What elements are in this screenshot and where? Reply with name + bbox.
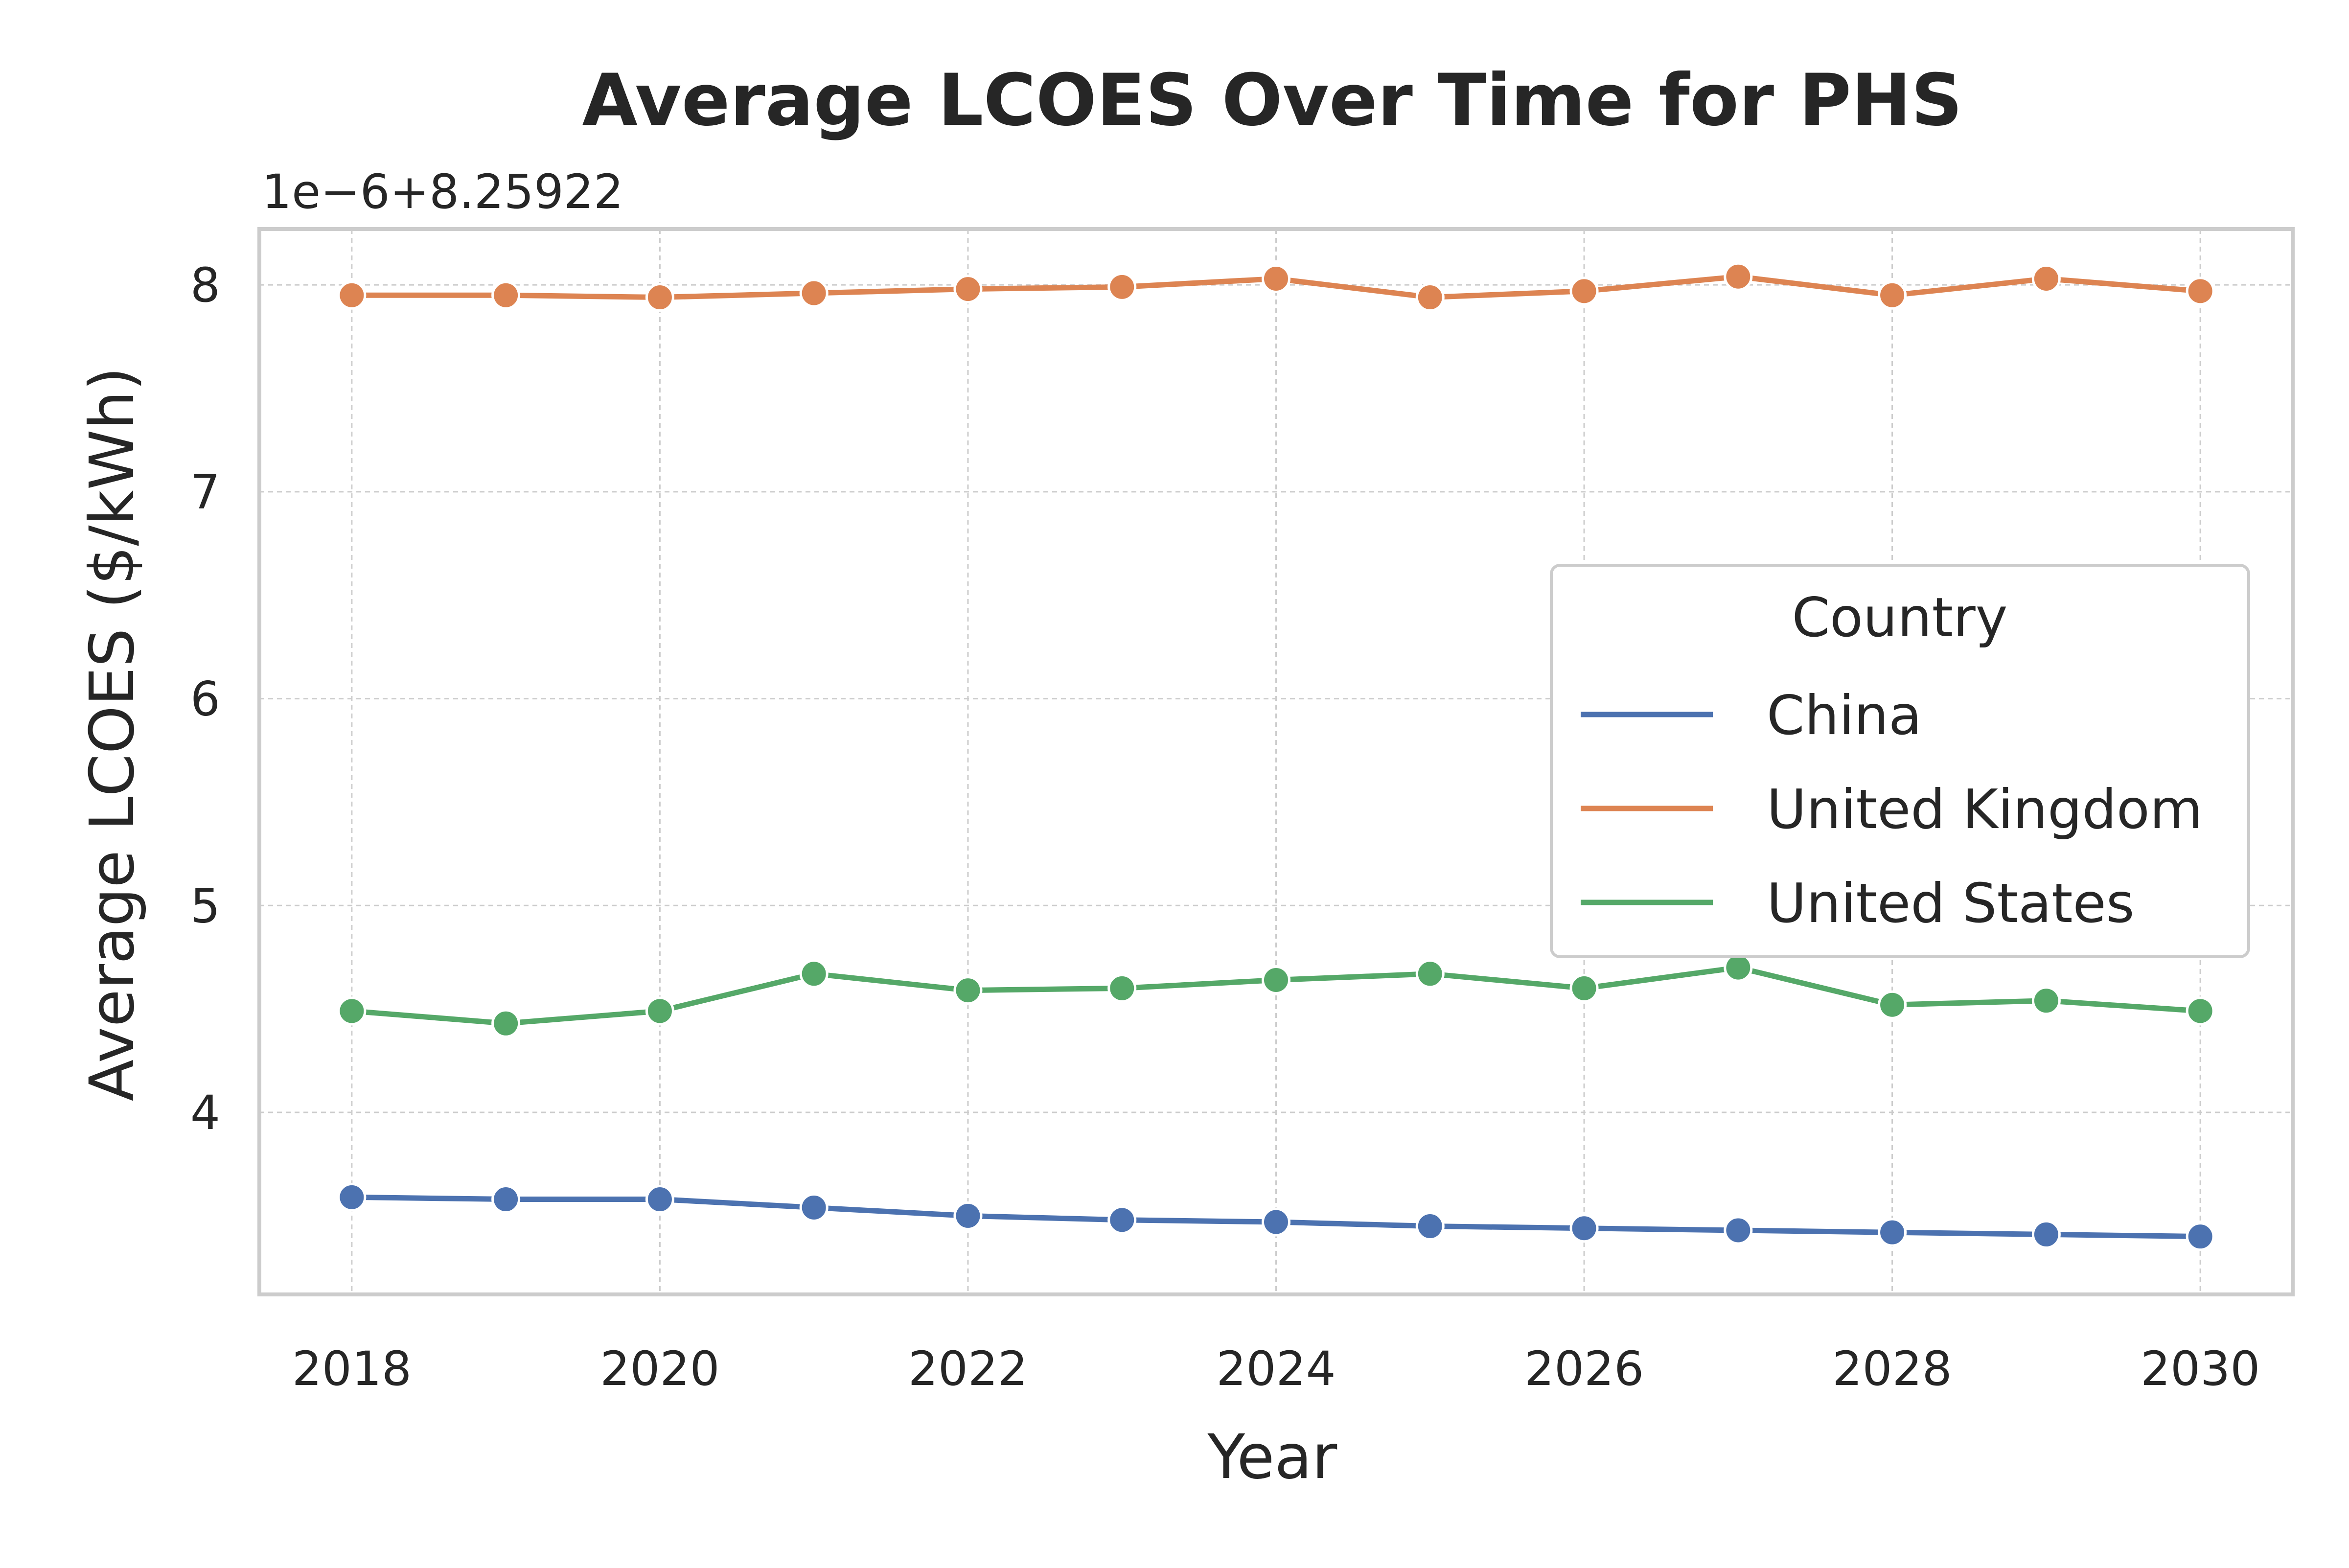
- data-point-united-states: [645, 996, 674, 1026]
- data-point-china: [491, 1185, 521, 1214]
- x-axis-label: Year: [1207, 1422, 1337, 1493]
- data-point-china: [953, 1201, 983, 1230]
- data-point-china: [2186, 1222, 2215, 1251]
- x-tick-label: 2026: [1524, 1341, 1644, 1396]
- data-point-united-states: [2031, 986, 2061, 1015]
- data-point-united-states: [1107, 973, 1137, 1003]
- data-point-china: [1415, 1212, 1445, 1241]
- data-point-united-kingdom: [1569, 277, 1599, 306]
- data-point-china: [1724, 1216, 1753, 1245]
- data-point-united-states: [1724, 953, 1753, 982]
- legend: Country China United Kingdom United States: [1550, 564, 2250, 958]
- x-tick-label: 2022: [908, 1341, 1028, 1396]
- data-point-united-kingdom: [337, 280, 367, 310]
- legend-label-united-kingdom: United Kingdom: [1767, 778, 2203, 841]
- data-point-united-kingdom: [1878, 280, 1907, 310]
- plot-frame: [257, 227, 2295, 1296]
- legend-box: [1550, 564, 2250, 958]
- y-axis-offset-label: 1e−6+8.25922: [262, 164, 623, 219]
- data-point-united-states: [337, 996, 367, 1026]
- data-point-united-kingdom: [1415, 282, 1445, 312]
- data-point-china: [645, 1185, 674, 1214]
- data-point-china: [2031, 1220, 2061, 1249]
- x-tick-label: 2028: [1832, 1341, 1952, 1396]
- data-point-united-kingdom: [953, 275, 983, 304]
- x-tick-label: 2020: [600, 1341, 719, 1396]
- y-tick-label: 4: [190, 1085, 220, 1140]
- data-point-china: [1569, 1214, 1599, 1243]
- data-point-united-states: [1262, 965, 1290, 994]
- data-point-china: [1107, 1205, 1137, 1235]
- x-tick-label: 2030: [2141, 1341, 2260, 1396]
- x-axis-ticks: 2018 2020 2022 2024 2026 2028 2030: [292, 1341, 2260, 1396]
- data-point-united-kingdom: [645, 282, 674, 312]
- series-china: [337, 1182, 2215, 1251]
- y-axis-label: Average LCOES ($/kWh): [77, 367, 148, 1102]
- data-point-united-kingdom: [799, 278, 829, 308]
- x-tick-label: 2018: [292, 1341, 412, 1396]
- y-tick-label: 8: [190, 258, 220, 313]
- data-point-united-kingdom: [2031, 264, 2061, 293]
- legend-label-china: China: [1767, 684, 1922, 747]
- data-point-united-states: [2186, 996, 2215, 1026]
- data-point-united-states: [491, 1009, 521, 1038]
- series-united-kingdom: [337, 262, 2215, 312]
- y-tick-label: 6: [190, 672, 220, 727]
- data-point-united-kingdom: [2186, 277, 2215, 306]
- data-point-china: [799, 1193, 829, 1222]
- legend-items: China United Kingdom United States: [1581, 684, 2203, 935]
- legend-label-united-states: United States: [1767, 872, 2135, 935]
- data-point-united-states: [799, 959, 829, 989]
- data-point-united-states: [953, 976, 983, 1005]
- data-point-united-kingdom: [1724, 262, 1753, 291]
- data-point-united-kingdom: [1107, 272, 1137, 301]
- data-point-china: [1262, 1207, 1290, 1237]
- y-axis-ticks: 4 5 6 7 8: [190, 258, 220, 1140]
- data-point-china: [1878, 1218, 1907, 1247]
- data-point-united-kingdom: [491, 280, 521, 310]
- y-tick-label: 5: [190, 878, 220, 933]
- legend-title: Country: [1792, 586, 2008, 649]
- x-tick-label: 2024: [1216, 1341, 1336, 1396]
- data-point-united-kingdom: [1262, 264, 1290, 293]
- data-point-united-states: [1878, 990, 1907, 1019]
- y-tick-label: 7: [190, 465, 220, 520]
- data-point-united-states: [1415, 959, 1445, 989]
- data-point-united-states: [1569, 973, 1599, 1003]
- data-point-china: [337, 1182, 367, 1212]
- chart-title: Average LCOES Over Time for PHS: [582, 59, 1963, 142]
